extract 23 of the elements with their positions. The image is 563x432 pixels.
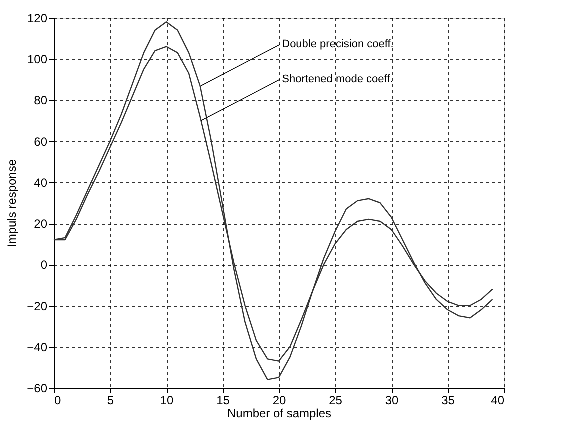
y-axis-title: Impuls response — [5, 159, 20, 248]
y-tick-label: 20 — [34, 217, 48, 232]
y-tick-label: 120 — [27, 12, 48, 26]
y-tick-label: 100 — [27, 52, 48, 67]
x-tick-label: 40 — [491, 394, 505, 408]
annotation: Shortened mode coeff. — [282, 74, 394, 86]
x-axis-title: Number of samples — [227, 406, 332, 420]
annotation: Double precision coeff. — [282, 38, 394, 51]
y-tick-label: −20 — [27, 299, 48, 314]
x-tick-label: 5 — [107, 394, 114, 408]
x-tick-label: 35 — [442, 394, 456, 408]
x-tick-label: 10 — [160, 394, 174, 408]
y-tick-label: −60 — [27, 382, 48, 396]
x-tick-label: 0 — [54, 394, 62, 408]
x-tick-label: 30 — [385, 394, 399, 408]
y-tick-label: 80 — [34, 94, 48, 108]
x-tick-label: 15 — [216, 394, 230, 408]
x-tick-label: 20 — [272, 394, 286, 408]
y-tick-label: 60 — [34, 134, 48, 149]
y-tick-label: −40 — [27, 340, 48, 354]
y-tick-label: 0 — [40, 258, 48, 272]
y-tick-label: 40 — [34, 176, 48, 190]
x-tick-label: 25 — [329, 394, 343, 408]
